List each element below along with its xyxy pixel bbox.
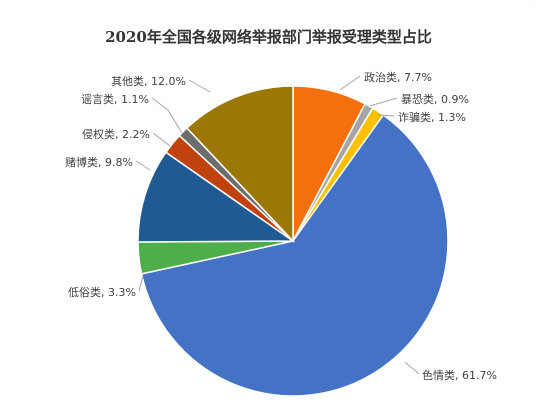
pie-slice-4 (140, 113, 449, 397)
leader-line-9 (188, 79, 211, 93)
leader-line-3 (377, 114, 395, 117)
data-label-6: 赌博类, 9.8% (65, 155, 133, 169)
data-label-3: 诈骗类, 1.3% (398, 110, 466, 124)
pie-slice-9 (185, 85, 294, 243)
leader-line-4 (404, 361, 420, 375)
leader-line-7 (152, 132, 171, 147)
data-label-4: 色情类, 61.7% (422, 368, 497, 382)
leader-line-1 (339, 75, 361, 91)
data-label-5: 低俗类, 3.3% (68, 285, 136, 299)
data-label-2: 暴恐类, 0.9% (401, 92, 469, 106)
leader-line-8 (151, 97, 183, 134)
pie-slice-6 (137, 151, 296, 243)
leader-line-5 (138, 275, 144, 292)
leader-line-2 (369, 97, 398, 107)
data-label-7: 侵权类, 2.2% (82, 127, 150, 141)
chart-title: 2020年全国各级网络举报部门举报受理类型占比 (105, 28, 432, 46)
corner-mark: · (531, 0, 534, 8)
leader-line-6 (135, 160, 151, 171)
data-label-8: 谣言类, 1.1% (81, 92, 149, 106)
data-label-1: 政治类, 7.7% (364, 70, 432, 84)
data-label-9: 其他类, 12.0% (111, 74, 186, 88)
